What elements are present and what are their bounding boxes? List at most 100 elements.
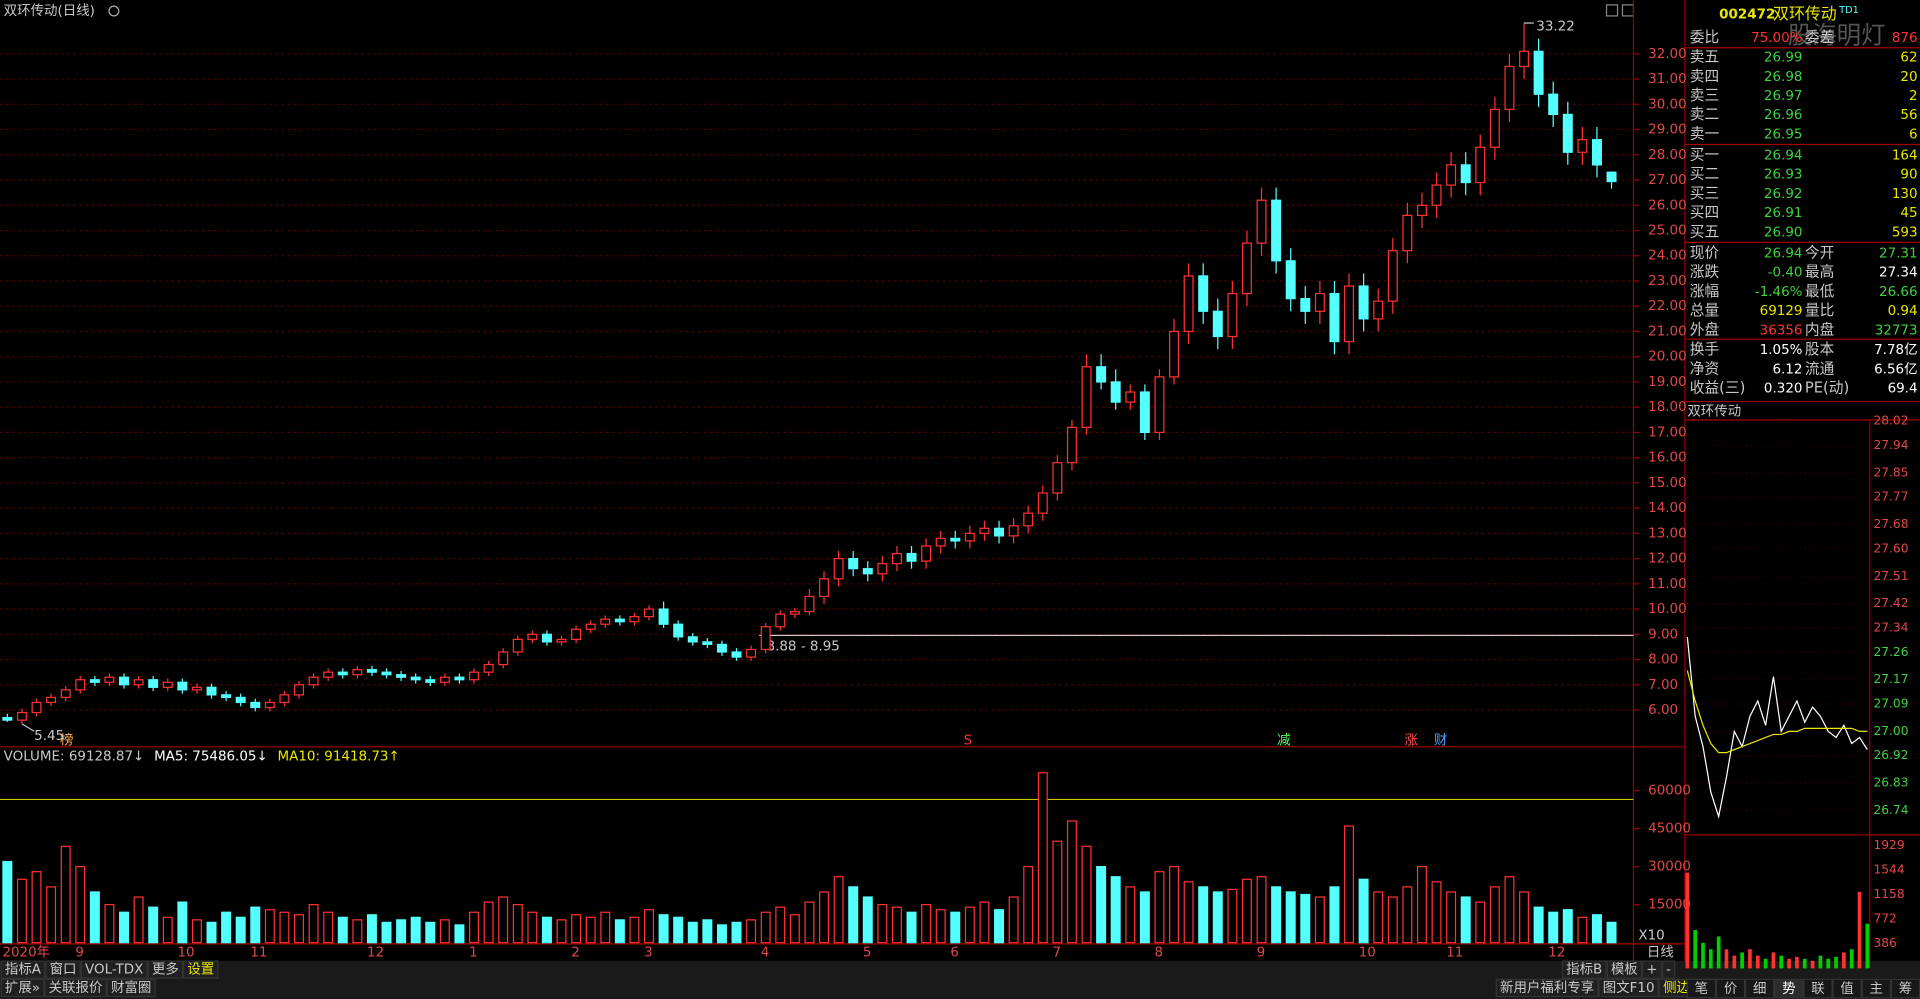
quote-value: 69129 [1760, 304, 1803, 319]
candle-body [1271, 199, 1282, 262]
watermark: 股海明灯 [1788, 21, 1886, 50]
toolbar-button[interactable]: 关联报价 [49, 980, 103, 996]
quote-qty: 62 [1900, 51, 1917, 66]
quote-price: 26.93 [1764, 168, 1803, 183]
menu-icon[interactable] [108, 5, 120, 17]
tab[interactable]: 价 [1724, 982, 1738, 997]
candle-body [337, 671, 348, 676]
candle-body [206, 686, 217, 696]
toolbar-button-bg[interactable] [1561, 960, 1607, 979]
tab-bg[interactable] [1861, 978, 1891, 999]
toolbar-button-bg[interactable] [1606, 960, 1643, 979]
tab-bg[interactable] [1832, 978, 1862, 999]
toolbar-button[interactable]: 设置 [187, 962, 214, 978]
y-tick-label: 12.00 [1648, 552, 1687, 567]
toolbar-button[interactable]: 扩展» [5, 980, 40, 996]
toolbar-button-bg[interactable] [1661, 960, 1676, 979]
window-icon[interactable] [1605, 4, 1619, 17]
y-tick-label: 25.00 [1648, 224, 1687, 239]
x-tick-label: 9 [75, 945, 84, 960]
candle-body [1562, 113, 1573, 153]
toolbar-button-bg[interactable] [147, 960, 184, 979]
volume-bar [614, 919, 625, 944]
quote-value: 26.94 [1764, 246, 1803, 261]
candle-body [104, 676, 115, 683]
quote-price: 26.98 [1764, 70, 1803, 85]
toolbar-button[interactable]: + [1646, 963, 1657, 978]
toolbar-button[interactable]: 窗口 [50, 961, 77, 978]
toolbar-button[interactable]: - [1666, 963, 1671, 978]
tab[interactable]: 笔 [1695, 981, 1708, 997]
tab[interactable]: 联 [1811, 981, 1824, 997]
tab-bg[interactable] [1803, 978, 1833, 999]
quote-qty: 130 [1892, 187, 1918, 202]
candle-body [1256, 199, 1267, 244]
volume-bar [716, 924, 727, 944]
quote-price: 26.92 [1764, 187, 1803, 202]
tab-bg[interactable] [1745, 978, 1775, 999]
volume-bar [469, 911, 480, 944]
toolbar-button[interactable]: 更多 [152, 961, 179, 978]
tab[interactable]: 势 [1782, 981, 1795, 997]
toolbar-button-bg[interactable] [44, 978, 107, 998]
volume-bar [950, 911, 961, 944]
toolbar-button-bg[interactable] [80, 960, 148, 979]
period-label[interactable]: 日线 [1647, 944, 1674, 960]
candle-body [1344, 285, 1355, 343]
toolbar-button-bg[interactable] [106, 978, 156, 998]
volume-bar [1591, 914, 1602, 944]
volume-bar [877, 904, 888, 944]
y-tick-label: 8.00 [1648, 653, 1678, 668]
volume-bar [104, 904, 115, 944]
toolbar-button[interactable]: 模板 [1611, 962, 1638, 978]
quote-label: 收益(三) [1690, 380, 1746, 397]
y-tick-label: 26.74 [1873, 803, 1908, 817]
toolbar-button-bg[interactable] [0, 960, 46, 979]
x-tick-label: 2 [571, 945, 580, 960]
volume-bar [31, 871, 42, 944]
candle-body [308, 676, 319, 686]
toolbar-button[interactable]: 图文F10 [1603, 980, 1655, 996]
toolbar-button[interactable]: 指标B [1566, 962, 1602, 978]
y-tick-label: 31.00 [1648, 72, 1687, 87]
y-tick-label: 27.68 [1873, 517, 1908, 531]
candle-body [731, 651, 742, 658]
toolbar-button-bg[interactable] [1495, 978, 1599, 998]
quote-price: 26.91 [1764, 206, 1803, 221]
volume-bar [921, 904, 932, 944]
volume-bar [1416, 865, 1427, 944]
toolbar-button[interactable]: 财富圈 [111, 979, 151, 996]
volume-bar [162, 916, 173, 944]
quote-price: 26.99 [1764, 51, 1803, 66]
toolbar-button-bg[interactable] [45, 960, 81, 979]
volume-bar [294, 914, 305, 944]
y-tick-label: 6.00 [1648, 703, 1678, 718]
quote-label: 卖五 [1690, 49, 1719, 66]
quote-price: 26.95 [1764, 127, 1803, 142]
tab[interactable]: 主 [1870, 981, 1883, 997]
volume-bar [1066, 820, 1077, 944]
tab[interactable]: 值 [1840, 981, 1853, 997]
volume-bar [279, 911, 290, 944]
toolbar-button[interactable]: 新用户福利专享 [1500, 979, 1594, 996]
toolbar-button-bg[interactable] [0, 978, 45, 998]
toolbar-button[interactable]: 指标A [5, 962, 42, 978]
toolbar-button-bg[interactable] [183, 960, 219, 979]
tab[interactable]: 筹 [1899, 980, 1912, 997]
volume-bar [1329, 886, 1340, 944]
volume-bar [308, 904, 319, 944]
volume-bar [964, 906, 975, 944]
toolbar-button-bg[interactable] [1598, 978, 1659, 998]
candle-body [658, 608, 669, 625]
volume-bar [585, 916, 596, 944]
toolbar-button[interactable]: VOL-TDX [85, 963, 143, 978]
volume-bar [1387, 896, 1398, 944]
tab-bg[interactable] [1715, 978, 1746, 999]
candle-body [629, 616, 640, 623]
tab[interactable]: 细 [1753, 981, 1766, 997]
tab-bg[interactable] [1686, 978, 1717, 999]
y-tick-label: 14.00 [1648, 501, 1687, 516]
tab-bg[interactable] [1774, 978, 1804, 999]
toolbar-button-bg[interactable] [1642, 960, 1662, 979]
